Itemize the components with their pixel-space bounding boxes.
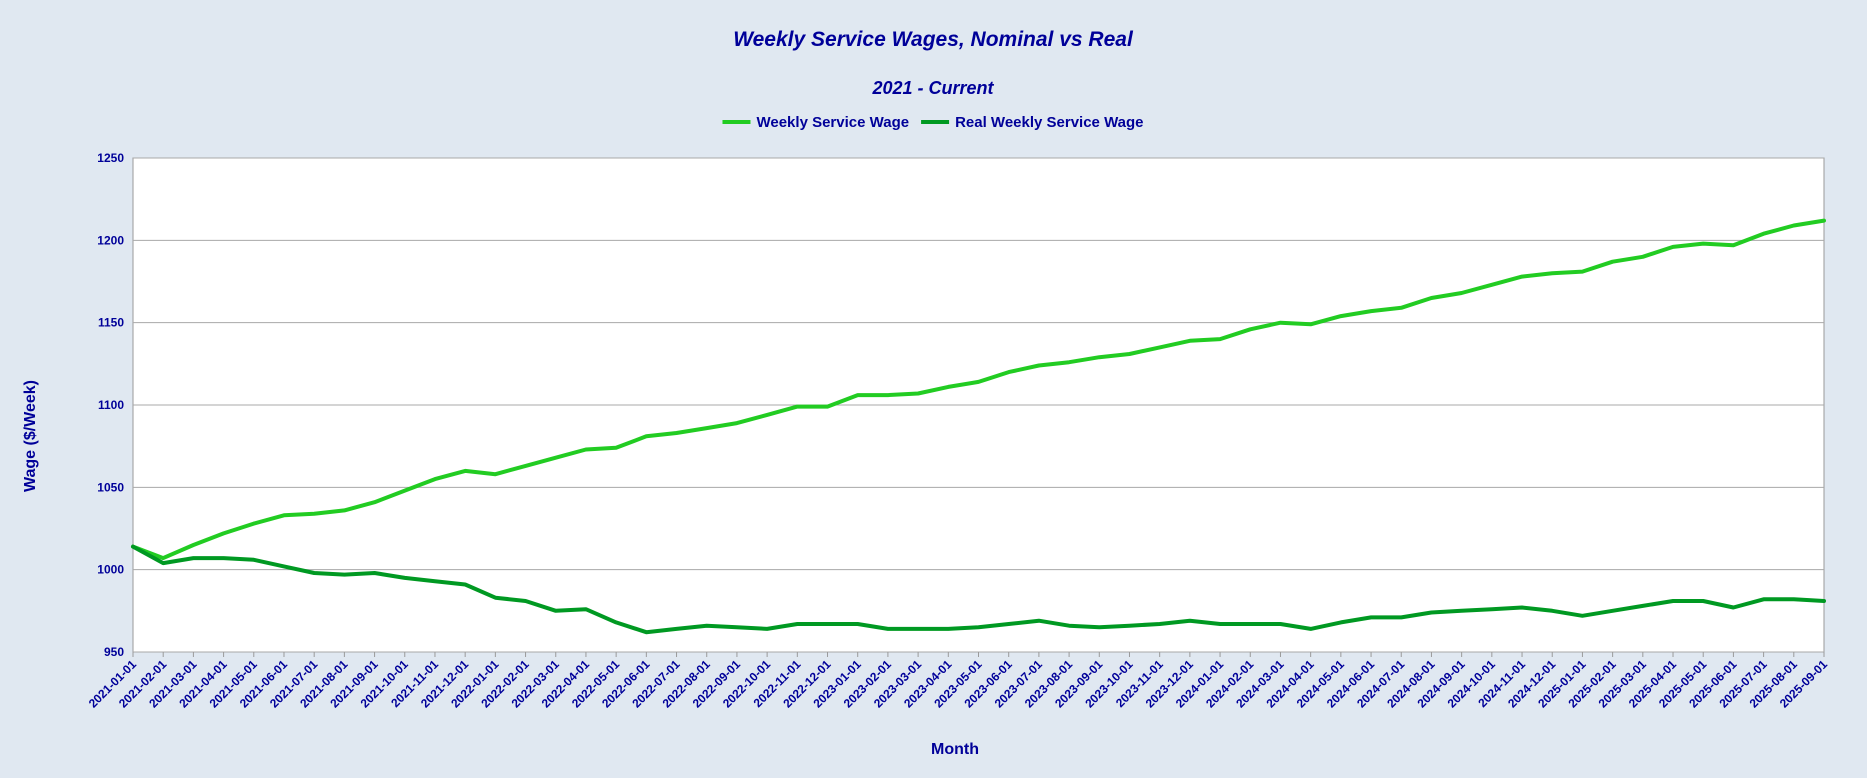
legend-label: Weekly Service Wage	[756, 114, 909, 131]
y-axis-ticks: 950 1000 1050 1100 1150 1200 1250	[97, 151, 124, 659]
chart-subtitle: 2021 - Current	[871, 78, 994, 98]
x-axis-ticks: 2021-01-012021-02-012021-03-012021-04-01…	[86, 652, 1830, 711]
x-axis-title: Month	[931, 741, 979, 758]
legend-item: Real Weekly Service Wage	[921, 114, 1144, 131]
legend-label: Real Weekly Service Wage	[955, 114, 1143, 131]
y-tick-label: 1250	[97, 151, 124, 165]
y-tick-label: 1050	[97, 480, 124, 494]
y-tick-label: 1150	[98, 316, 124, 330]
y-tick-label: 1000	[97, 563, 124, 577]
series-line-real-wage	[131, 544, 1826, 635]
series-line-nominal-wage	[131, 218, 1826, 561]
y-tick-label: 1200	[97, 233, 124, 247]
y-tick-label: 950	[104, 645, 124, 659]
chart-title: Weekly Service Wages, Nominal vs Real	[733, 28, 1134, 51]
y-axis-title: Wage ($/Week)	[22, 380, 39, 492]
legend: Weekly Service Wage Real Weekly Service W…	[722, 114, 1144, 131]
legend-item: Weekly Service Wage	[722, 114, 909, 131]
series-lines	[131, 218, 1826, 635]
y-tick-label: 1100	[98, 398, 124, 412]
